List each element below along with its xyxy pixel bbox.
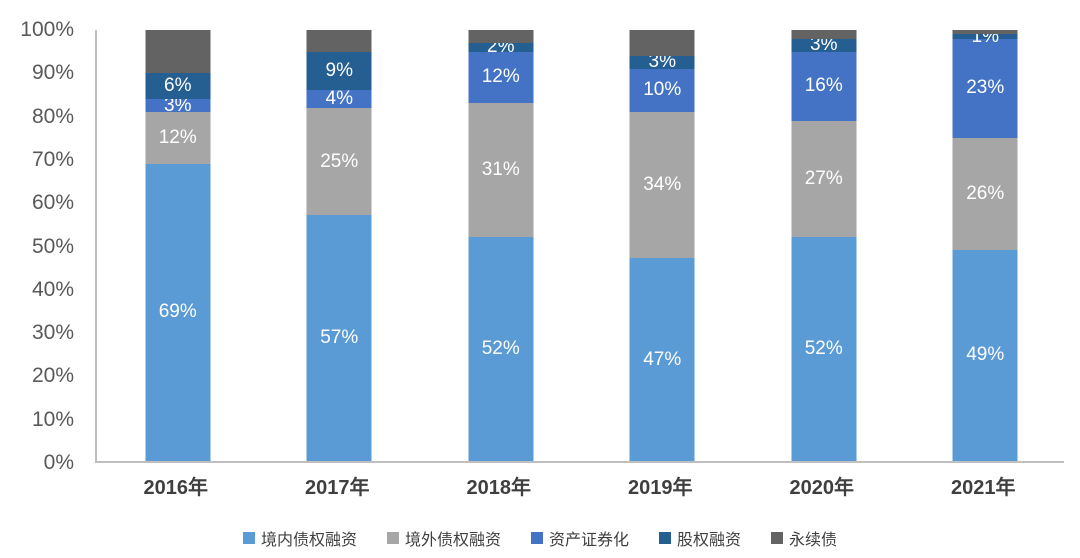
bar-slot-2018年: 52% 31% 12% 2%	[420, 30, 582, 461]
y-axis-tick-label: 40%	[31, 277, 74, 301]
stacked-bar-2017年: 57% 25% 4% 9%	[306, 30, 372, 461]
bar-slot-2020年: 52% 27% 16% 3%	[743, 30, 905, 461]
y-axis-tick-label: 0%	[43, 451, 74, 474]
bar-segment-永续债	[629, 30, 695, 56]
legend-swatch-icon	[530, 532, 543, 544]
bar-segment-境内债权融资	[629, 258, 695, 461]
y-axis-tick-label: 10%	[31, 407, 74, 431]
bar-segment-股权融资	[145, 73, 211, 99]
bar-segment-境内债权融资	[952, 249, 1018, 461]
legend-item-股权融资: 股权融资	[659, 526, 741, 550]
stacked-bar-2016年: 69% 12% 3% 6%	[145, 30, 211, 461]
bar-segment-境外债权融资	[145, 111, 211, 164]
bar-segment-股权融资	[791, 38, 857, 52]
bar-segment-资产证券化	[629, 68, 695, 112]
x-axis-tick-label: 2020年	[789, 477, 855, 499]
legend-item-境外债权融资: 境外债权融资	[386, 526, 501, 550]
bar-segment-境内债权融资	[145, 163, 211, 461]
bar-segment-资产证券化	[145, 98, 211, 112]
x-axis: 2016年 2017年 2018年 2019年 2020年 2021年	[95, 471, 1064, 499]
bar-segment-永续债	[468, 30, 534, 43]
y-axis-tick-label: 90%	[31, 61, 74, 85]
y-axis: 100% 90% 80% 70% 60% 50% 40% 30% 20% 10% 0%	[0, 18, 84, 474]
stacked-bar-2018年: 52% 31% 12% 2%	[468, 30, 534, 461]
bar-segment-股权融资	[952, 34, 1018, 39]
legend-swatch-icon	[242, 532, 255, 544]
legend-item-永续债: 永续债	[771, 526, 837, 550]
y-axis-tick-label: 70%	[31, 147, 74, 171]
bar-slot-2016年: 69% 12% 3% 6%	[97, 30, 259, 461]
x-axis-tick-label: 2018年	[466, 477, 532, 499]
legend-label: 永续债	[789, 532, 838, 549]
legend: 境内债权融资 境外债权融资 资产证券化 股权融资 永续债	[0, 526, 1080, 550]
legend-swatch-icon	[771, 532, 784, 544]
legend-label: 资产证券化	[548, 532, 629, 549]
plot-area: 69% 12% 3% 6% 57% 25% 4% 9% 52% 31% 12% 2% 47% 34% 10%…	[95, 26, 1067, 463]
bar-segment-资产证券化	[952, 38, 1018, 138]
legend-item-境内债权融资: 境内债权融资	[242, 526, 357, 550]
y-axis-tick-label: 80%	[31, 104, 74, 128]
bar-segment-境外债权融资	[306, 107, 372, 216]
x-axis-tick-label: 2016年	[143, 477, 209, 499]
y-axis-tick-label: 30%	[31, 321, 74, 345]
bar-slot-2021年: 49% 26% 23% 1%	[905, 26, 1067, 461]
x-axis-tick-label: 2021年	[951, 477, 1016, 499]
legend-label: 股权融资	[677, 532, 742, 549]
legend-item-资产证券化: 资产证券化	[530, 526, 629, 550]
bar-segment-永续债	[952, 30, 1018, 35]
bar-segment-股权融资	[306, 51, 372, 91]
bar-segment-境内债权融资	[791, 236, 857, 461]
bar-segment-境内债权融资	[468, 236, 534, 461]
y-axis-tick-label: 60%	[31, 191, 74, 215]
legend-swatch-icon	[659, 532, 671, 544]
bar-segment-资产证券化	[791, 51, 857, 121]
bar-slot-2019年: 47% 34% 10% 3%	[582, 30, 744, 461]
x-axis-tick-label: 2019年	[628, 477, 693, 499]
stacked-bar-2021年: 49% 26% 23% 1%	[952, 26, 1018, 461]
stacked-bar-2019年: 47% 34% 10% 3%	[629, 30, 695, 461]
legend-swatch-icon	[386, 532, 399, 544]
bar-segment-股权融资	[468, 42, 534, 52]
y-axis-tick-label: 20%	[31, 364, 74, 388]
legend-label: 境内债权融资	[260, 532, 357, 549]
bar-segment-永续债	[145, 30, 211, 74]
bar-segment-资产证券化	[468, 51, 534, 104]
y-axis-tick-label: 50%	[31, 234, 74, 258]
bar-segment-境内债权融资	[306, 215, 372, 461]
x-axis-tick-label: 2017年	[305, 477, 370, 499]
bar-segment-境外债权融资	[468, 103, 534, 237]
bar-segment-境外债权融资	[629, 111, 695, 259]
bar-segment-境外债权融资	[791, 120, 857, 237]
stacked-bar-2020年: 52% 27% 16% 3%	[791, 30, 857, 461]
bar-segment-永续债	[791, 30, 857, 39]
bar-segment-资产证券化	[306, 90, 372, 108]
bar-slot-2017年: 57% 25% 4% 9%	[259, 30, 421, 461]
bar-segment-境外债权融资	[952, 137, 1018, 250]
bar-segment-股权融资	[629, 55, 695, 69]
bar-segment-永续债	[306, 30, 372, 52]
legend-label: 境外债权融资	[404, 532, 501, 549]
y-axis-tick-label: 100%	[20, 18, 74, 41]
